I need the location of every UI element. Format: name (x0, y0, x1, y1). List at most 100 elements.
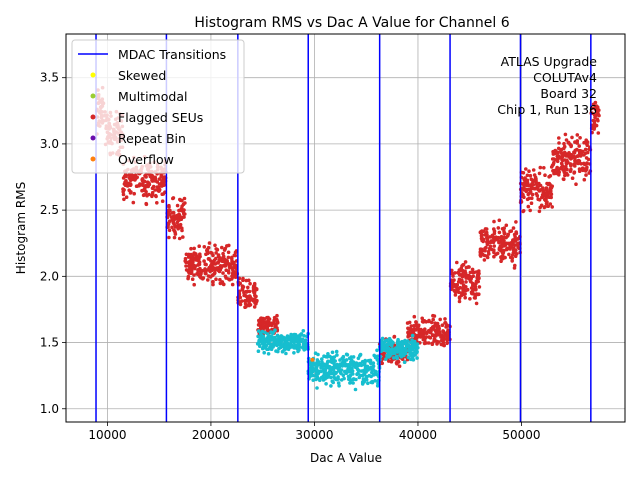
data-point-flagged-seus (536, 185, 540, 189)
data-point-flagged-seus (206, 278, 210, 282)
x-axis-ticks: 10000 20000 30000 40000 50000 (88, 422, 541, 442)
data-point-normal (266, 352, 271, 356)
data-point-normal (285, 340, 289, 345)
data-point-flagged-seus (535, 193, 540, 198)
data-point-normal (276, 335, 281, 339)
data-point-flagged-seus (416, 327, 421, 331)
data-point-flagged-seus (438, 317, 443, 322)
data-point-flagged-seus (246, 285, 250, 290)
data-point-normal (411, 343, 416, 348)
data-point-flagged-seus (463, 269, 467, 274)
data-point-flagged-seus (228, 265, 233, 269)
data-point-flagged-seus (452, 278, 456, 282)
data-point-normal (266, 335, 271, 340)
data-point-flagged-seus (458, 273, 462, 277)
y-tick-label: 1.0 (40, 402, 59, 416)
data-point-flagged-seus (179, 217, 184, 221)
data-point-flagged-seus (509, 245, 514, 249)
data-point-normal (351, 381, 355, 385)
data-point-normal (261, 344, 266, 349)
data-point-flagged-seus (198, 252, 202, 256)
y-axis-ticks: 1.0 1.5 2.0 2.5 3.0 3.5 (40, 71, 66, 416)
data-point-normal (335, 362, 340, 367)
data-point-flagged-seus (153, 193, 158, 198)
data-point-flagged-seus (221, 255, 226, 259)
data-point-flagged-seus (197, 244, 201, 248)
data-point-normal (256, 341, 261, 345)
data-point-flagged-seus (450, 268, 454, 273)
data-point-normal (315, 386, 319, 390)
data-point-flagged-seus (482, 258, 487, 262)
data-point-normal (284, 351, 288, 356)
data-point-flagged-seus (230, 255, 234, 260)
data-point-normal (287, 337, 291, 342)
data-point-normal (392, 356, 396, 360)
grid-lines (66, 34, 625, 422)
data-point-flagged-seus (512, 232, 517, 237)
data-point-normal (276, 349, 280, 354)
data-point-flagged-seus (172, 235, 177, 240)
data-point-flagged-seus (182, 196, 187, 201)
data-point-flagged-seus (213, 243, 217, 248)
data-point-flagged-seus (583, 162, 587, 167)
data-point-flagged-seus (484, 230, 489, 235)
data-point-normal (402, 360, 407, 365)
data-point-flagged-seus (220, 245, 224, 250)
data-point-flagged-seus (142, 193, 146, 197)
data-point-flagged-seus (210, 273, 214, 278)
data-point-flagged-seus (584, 138, 588, 142)
data-point-flagged-seus (392, 335, 397, 339)
data-point-flagged-seus (405, 321, 410, 325)
data-point-flagged-seus (153, 188, 157, 192)
data-point-normal (289, 332, 293, 337)
data-point-normal (322, 372, 327, 377)
data-point-flagged-seus (128, 178, 133, 182)
data-point-normal (356, 368, 361, 373)
data-point-flagged-seus (573, 140, 577, 144)
data-point-flagged-seus (211, 280, 215, 284)
data-point-normal (295, 337, 299, 342)
data-point-flagged-seus (150, 178, 154, 182)
data-point-flagged-seus (537, 171, 542, 176)
data-point-flagged-seus (581, 149, 585, 154)
data-point-normal (293, 343, 297, 347)
data-point-flagged-seus (527, 169, 531, 173)
chart-title: Histogram RMS vs Dac A Value for Channel… (194, 15, 509, 31)
data-point-flagged-seus (189, 246, 193, 251)
data-point-flagged-seus (538, 165, 543, 170)
data-point-flagged-seus (144, 202, 149, 207)
data-point-flagged-seus (542, 166, 546, 170)
data-point-normal (314, 374, 318, 378)
data-point-flagged-seus (500, 227, 505, 231)
data-point-flagged-seus (432, 337, 437, 342)
data-point-flagged-seus (494, 252, 498, 257)
data-point-flagged-seus (550, 184, 554, 188)
data-point-normal (371, 361, 376, 365)
data-point-flagged-seus (190, 265, 195, 270)
data-point-flagged-seus (546, 195, 551, 199)
data-point-flagged-seus (443, 334, 447, 338)
data-point-normal (299, 332, 304, 336)
annotation-line: ATLAS Upgrade (501, 54, 598, 69)
data-point-normal (337, 384, 341, 388)
data-point-flagged-seus (445, 341, 449, 346)
data-point-flagged-seus (273, 317, 278, 322)
data-point-normal (273, 328, 277, 333)
data-point-flagged-seus (548, 174, 553, 178)
data-point-flagged-seus (569, 157, 573, 161)
data-point-flagged-seus (507, 252, 511, 257)
data-point-normal (321, 362, 325, 367)
data-point-flagged-seus (510, 239, 515, 244)
data-point-flagged-seus (129, 190, 133, 194)
data-point-normal (363, 368, 367, 372)
data-point-flagged-seus (451, 272, 455, 276)
data-point-flagged-seus (500, 250, 505, 255)
data-point-flagged-seus (132, 191, 136, 196)
data-point-flagged-seus (557, 170, 561, 174)
data-point-flagged-seus (243, 302, 248, 306)
data-point-flagged-seus (458, 285, 463, 290)
data-point-flagged-seus (596, 131, 601, 135)
data-point-flagged-seus (427, 318, 431, 323)
y-tick-label: 3.0 (40, 137, 59, 151)
data-point-flagged-seus (595, 109, 599, 114)
